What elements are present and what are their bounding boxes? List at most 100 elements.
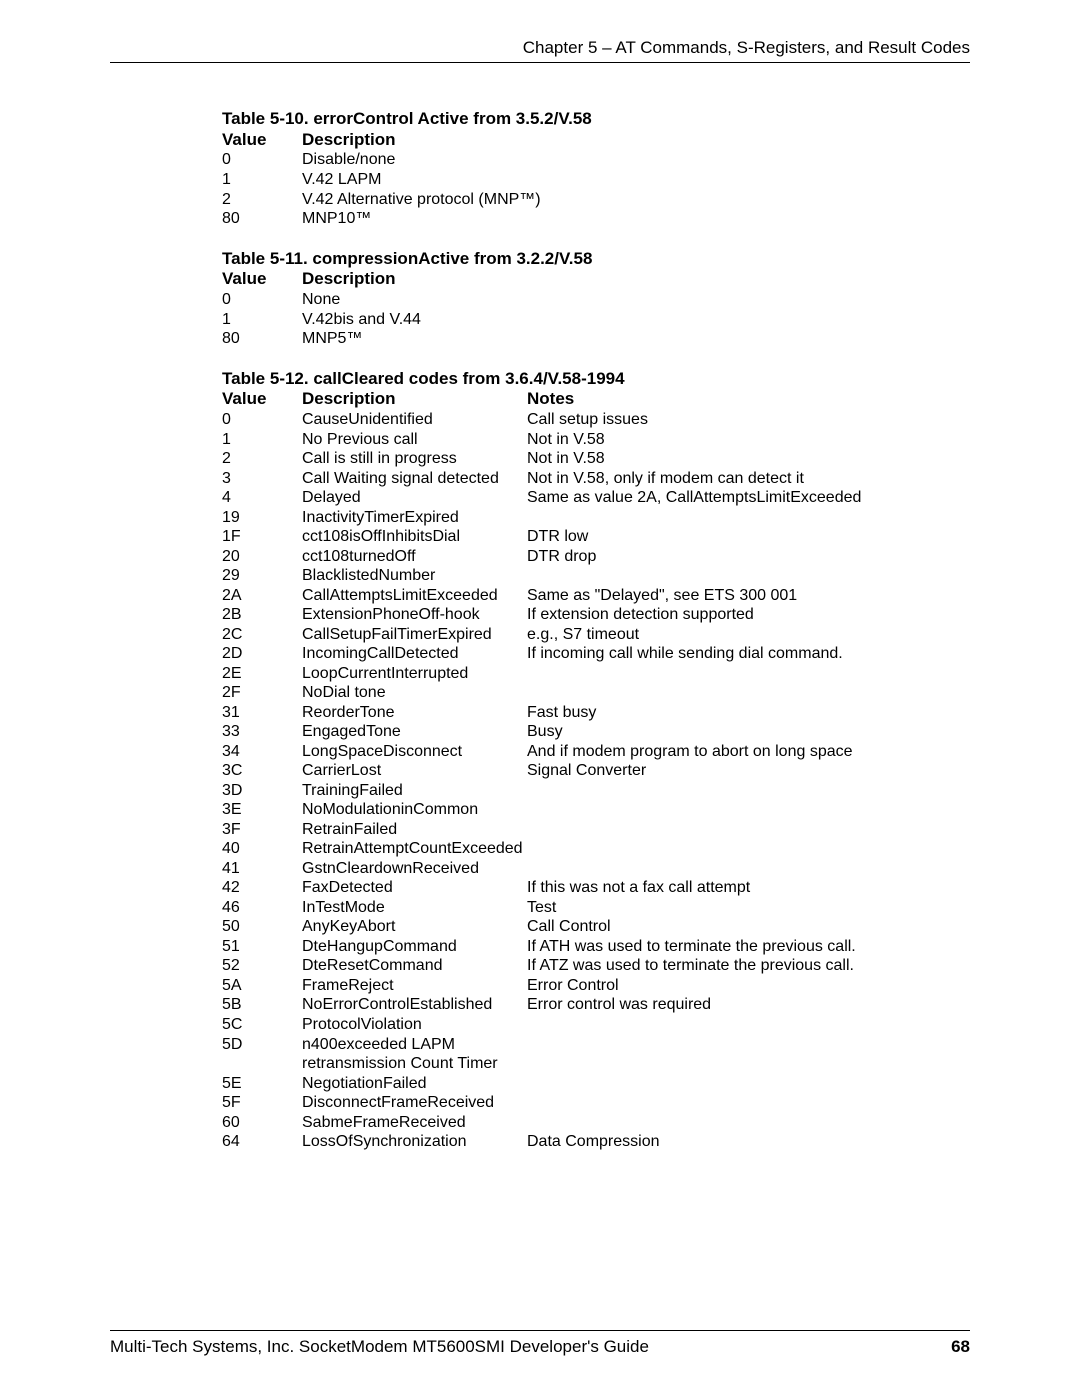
- cell-desc: Call is still in progress: [302, 449, 527, 469]
- table-row: 2ELoopCurrentInterrupted: [222, 664, 970, 684]
- table-row: 41GstnCleardownReceived: [222, 859, 970, 879]
- cell-desc: MNP10™: [302, 209, 970, 229]
- table-row: 5AFrameRejectError Control: [222, 976, 970, 996]
- cell-desc: Delayed: [302, 488, 527, 508]
- cell-desc: V.42 Alternative protocol (MNP™): [302, 190, 970, 210]
- col-header-notes: Notes: [527, 389, 970, 410]
- table-row: 0CauseUnidentifiedCall setup issues: [222, 410, 970, 430]
- cell-notes: [527, 800, 970, 820]
- cell-value: 3F: [222, 820, 302, 840]
- table-row: 5Dn400exceeded LAPM retransmission Count…: [222, 1035, 970, 1074]
- cell-notes: Error control was required: [527, 995, 970, 1015]
- table-row: 33EngagedToneBusy: [222, 722, 970, 742]
- table-row: 5ENegotiationFailed: [222, 1074, 970, 1094]
- table-row: 80MNP10™: [222, 209, 970, 229]
- cell-value: 29: [222, 566, 302, 586]
- cell-value: 19: [222, 508, 302, 528]
- cell-notes: [527, 683, 970, 703]
- page-header: Chapter 5 – AT Commands, S-Registers, an…: [110, 38, 970, 63]
- table-row: 46InTestModeTest: [222, 898, 970, 918]
- cell-desc: NoErrorControlEstablished: [302, 995, 527, 1015]
- cell-notes: If ATH was used to terminate the previou…: [527, 937, 970, 957]
- cell-value: 0: [222, 410, 302, 430]
- cell-value: 5E: [222, 1074, 302, 1094]
- table-row: 3CCarrierLostSignal Converter: [222, 761, 970, 781]
- cell-value: 2B: [222, 605, 302, 625]
- table-row: 1V.42bis and V.44: [222, 310, 970, 330]
- cell-desc: ExtensionPhoneOff-hook: [302, 605, 527, 625]
- cell-value: 51: [222, 937, 302, 957]
- table-row: 2Call is still in progressNot in V.58: [222, 449, 970, 469]
- cell-value: 42: [222, 878, 302, 898]
- cell-desc: BlacklistedNumber: [302, 566, 527, 586]
- table-row: 5FDisconnectFrameReceived: [222, 1093, 970, 1113]
- col-header-value: Value: [222, 389, 302, 410]
- cell-value: 2D: [222, 644, 302, 664]
- cell-desc: MNP5™: [302, 329, 970, 349]
- table-row: 80MNP5™: [222, 329, 970, 349]
- cell-value: 0: [222, 290, 302, 310]
- cell-value: 5D: [222, 1035, 302, 1074]
- cell-value: 41: [222, 859, 302, 879]
- cell-value: 1: [222, 170, 302, 190]
- cell-desc: NoModulationinCommon: [302, 800, 527, 820]
- cell-notes: [527, 1015, 970, 1035]
- col-header-desc: Description: [302, 269, 970, 290]
- table-row: 2CCallSetupFailTimerExpirede.g., S7 time…: [222, 625, 970, 645]
- cell-value: 20: [222, 547, 302, 567]
- cell-desc: GstnCleardownReceived: [302, 859, 527, 879]
- table-row: 2FNoDial tone: [222, 683, 970, 703]
- cell-notes: Same as "Delayed", see ETS 300 001: [527, 586, 970, 606]
- cell-value: 5F: [222, 1093, 302, 1113]
- cell-desc: CallSetupFailTimerExpired: [302, 625, 527, 645]
- cell-value: 2C: [222, 625, 302, 645]
- table-row: 50AnyKeyAbortCall Control: [222, 917, 970, 937]
- cell-notes: [527, 1074, 970, 1094]
- cell-value: 64: [222, 1132, 302, 1152]
- cell-notes: Not in V.58: [527, 430, 970, 450]
- table-row: 51DteHangupCommandIf ATH was used to ter…: [222, 937, 970, 957]
- table-row: 1Fcct108isOffInhibitsDialDTR low: [222, 527, 970, 547]
- table-row: 52DteResetCommandIf ATZ was used to term…: [222, 956, 970, 976]
- table-row: 2DIncomingCallDetectedIf incoming call w…: [222, 644, 970, 664]
- table-row: 1V.42 LAPM: [222, 170, 970, 190]
- cell-notes: [527, 664, 970, 684]
- table-10-body: 0Disable/none1V.42 LAPM2V.42 Alternative…: [222, 150, 970, 228]
- cell-desc: Call Waiting signal detected: [302, 469, 527, 489]
- cell-value: 2A: [222, 586, 302, 606]
- table-10-header: Value Description: [222, 130, 970, 151]
- cell-notes: [527, 566, 970, 586]
- cell-desc: FrameReject: [302, 976, 527, 996]
- cell-desc: InTestMode: [302, 898, 527, 918]
- cell-desc: cct108isOffInhibitsDial: [302, 527, 527, 547]
- cell-value: 80: [222, 329, 302, 349]
- table-row: 19InactivityTimerExpired: [222, 508, 970, 528]
- cell-value: 46: [222, 898, 302, 918]
- table-row: 42FaxDetectedIf this was not a fax call …: [222, 878, 970, 898]
- page-content: Table 5-10. errorControl Active from 3.5…: [222, 109, 970, 1152]
- table-row: 3FRetrainFailed: [222, 820, 970, 840]
- table-row: 3Call Waiting signal detectedNot in V.58…: [222, 469, 970, 489]
- cell-notes: [527, 1093, 970, 1113]
- cell-desc: NoDial tone: [302, 683, 527, 703]
- table-12-body: 0CauseUnidentifiedCall setup issues1No P…: [222, 410, 970, 1152]
- table-row: 2BExtensionPhoneOff-hookIf extension det…: [222, 605, 970, 625]
- table-row: 3ENoModulationinCommon: [222, 800, 970, 820]
- cell-notes: [527, 859, 970, 879]
- cell-desc: LossOfSynchronization: [302, 1132, 527, 1152]
- cell-value: 2E: [222, 664, 302, 684]
- table-row: 29BlacklistedNumber: [222, 566, 970, 586]
- table-12-header: Value Description Notes: [222, 389, 970, 410]
- cell-notes: Not in V.58, only if modem can detect it: [527, 469, 970, 489]
- cell-notes: Busy: [527, 722, 970, 742]
- cell-value: 33: [222, 722, 302, 742]
- cell-desc: No Previous call: [302, 430, 527, 450]
- cell-notes: DTR low: [527, 527, 970, 547]
- cell-desc: cct108turnedOff: [302, 547, 527, 567]
- cell-desc: DisconnectFrameReceived: [302, 1093, 527, 1113]
- table-10-title: Table 5-10. errorControl Active from 3.5…: [222, 109, 970, 130]
- table-row: 2V.42 Alternative protocol (MNP™): [222, 190, 970, 210]
- cell-value: 50: [222, 917, 302, 937]
- cell-desc: V.42bis and V.44: [302, 310, 970, 330]
- cell-value: 3C: [222, 761, 302, 781]
